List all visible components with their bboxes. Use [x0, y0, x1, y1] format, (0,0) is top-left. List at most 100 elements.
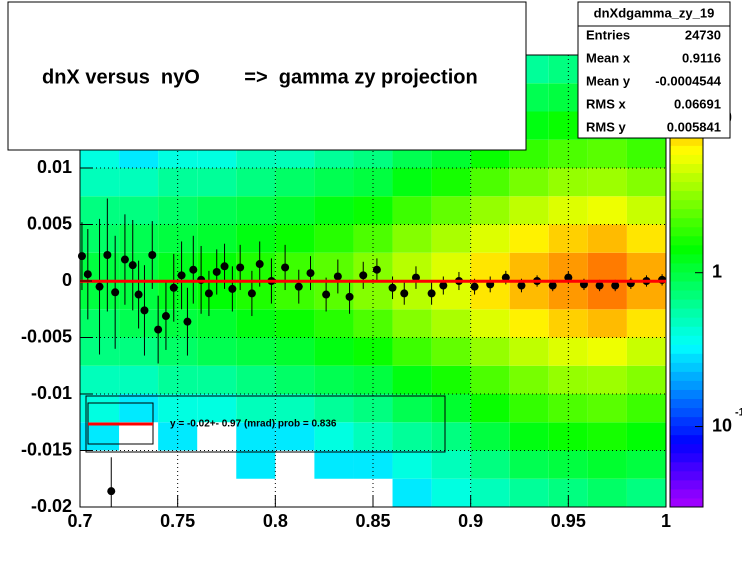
palette-band: [670, 416, 703, 427]
heat-cell: [587, 365, 627, 394]
heat-cell: [626, 196, 666, 225]
heat-cell: [548, 224, 588, 253]
profile-point: [470, 282, 479, 291]
y-tick-label: 0.005: [27, 213, 72, 233]
heat-cell: [197, 309, 237, 338]
palette-band: [670, 425, 703, 436]
profile-point: [77, 252, 86, 261]
heat-cell: [158, 196, 198, 225]
heat-cell: [626, 139, 666, 168]
heat-cell: [509, 309, 549, 338]
palette-band: [670, 371, 703, 381]
x-tick-label: 0.85: [355, 511, 390, 531]
profile-point: [183, 317, 192, 326]
heat-cell: [119, 168, 159, 197]
heat-cell: [626, 478, 666, 507]
heat-cell: [509, 422, 549, 451]
heat-cell: [236, 168, 276, 197]
heat-cell: [548, 196, 588, 225]
heat-cell: [392, 365, 432, 394]
profile-point: [400, 289, 409, 298]
heat-cell: [119, 394, 159, 423]
heat-cell: [392, 252, 432, 281]
heat-cell: [431, 281, 471, 310]
heat-cell: [587, 252, 627, 281]
heat-cell: [236, 450, 276, 479]
heat-cell: [470, 309, 510, 338]
heat-cell: [158, 224, 198, 253]
profile-point: [134, 290, 143, 299]
palette-band: [670, 290, 703, 300]
heat-cell: [236, 196, 276, 225]
palette-band: [670, 326, 703, 336]
x-tick-label: 0.8: [263, 511, 288, 531]
profile-point: [501, 273, 510, 282]
stats-value: 24730: [685, 27, 721, 42]
heat-cell: [431, 168, 471, 197]
palette-band: [670, 208, 703, 219]
heat-cell: [314, 224, 354, 253]
heat-cell: [353, 224, 393, 253]
heat-cell: [353, 168, 393, 197]
heat-cell: [392, 394, 432, 423]
palette-band: [670, 262, 703, 273]
heat-cell: [119, 365, 159, 394]
heat-cell: [431, 394, 471, 423]
heat-cell: [470, 394, 510, 423]
palette-band: [670, 317, 703, 327]
z-tick-exponent: -1: [735, 406, 742, 418]
heat-cell: [353, 450, 393, 479]
heat-cell: [236, 224, 276, 253]
heat-cell: [509, 394, 549, 423]
palette-band: [670, 434, 703, 445]
heat-cell: [275, 196, 315, 225]
profile: [77, 198, 667, 507]
stats-box: dnXdgamma_zy_19 Entries 24730 Mean x 0.9116…: [577, 1, 731, 139]
heat-cell: [353, 394, 393, 423]
profile-point: [255, 260, 264, 269]
heat-cell: [587, 168, 627, 197]
heat-cell: [353, 252, 393, 281]
heat-cell: [197, 365, 237, 394]
heat-cell: [236, 281, 276, 310]
profile-point: [140, 306, 149, 315]
heat-cell: [275, 422, 315, 451]
z-tick-label: 10: [712, 415, 732, 435]
palette-band: [670, 335, 703, 345]
palette-band: [670, 470, 703, 481]
profile-point: [548, 281, 557, 290]
profile-point: [148, 251, 157, 260]
heat-cell: [275, 309, 315, 338]
heat-cell: [392, 309, 432, 338]
heat-cell: [548, 394, 588, 423]
heat-cell: [275, 337, 315, 366]
heat-cell: [158, 168, 198, 197]
stats-label: Mean x: [586, 50, 631, 65]
profile-point: [333, 272, 342, 281]
fit-label: y = -0.02+- 0.97 (mrad) prob = 0.836: [170, 419, 337, 430]
heat-cell: [314, 309, 354, 338]
profile-point: [212, 267, 221, 276]
profile-point: [322, 290, 331, 299]
heat-cell: [626, 168, 666, 197]
x-tick-label: 0.95: [551, 511, 586, 531]
profile-point: [169, 283, 178, 292]
palette-band: [670, 461, 703, 472]
profile-point: [595, 281, 604, 290]
heat-cell: [509, 252, 549, 281]
palette-band: [670, 281, 703, 291]
heat-cell: [431, 224, 471, 253]
y-tick-label: -0.005: [21, 326, 72, 346]
heat-cell: [392, 337, 432, 366]
heat-cell: [587, 478, 627, 507]
palette-band: [670, 308, 703, 318]
palette-band: [670, 244, 703, 255]
stats-label: RMS y: [586, 119, 627, 134]
heat-cell: [626, 422, 666, 451]
profile-point: [359, 271, 368, 280]
heat-cell: [80, 168, 120, 197]
heat-cell: [158, 394, 198, 423]
heat-cell: [626, 309, 666, 338]
heat-cell: [470, 168, 510, 197]
profile-point: [411, 273, 420, 282]
